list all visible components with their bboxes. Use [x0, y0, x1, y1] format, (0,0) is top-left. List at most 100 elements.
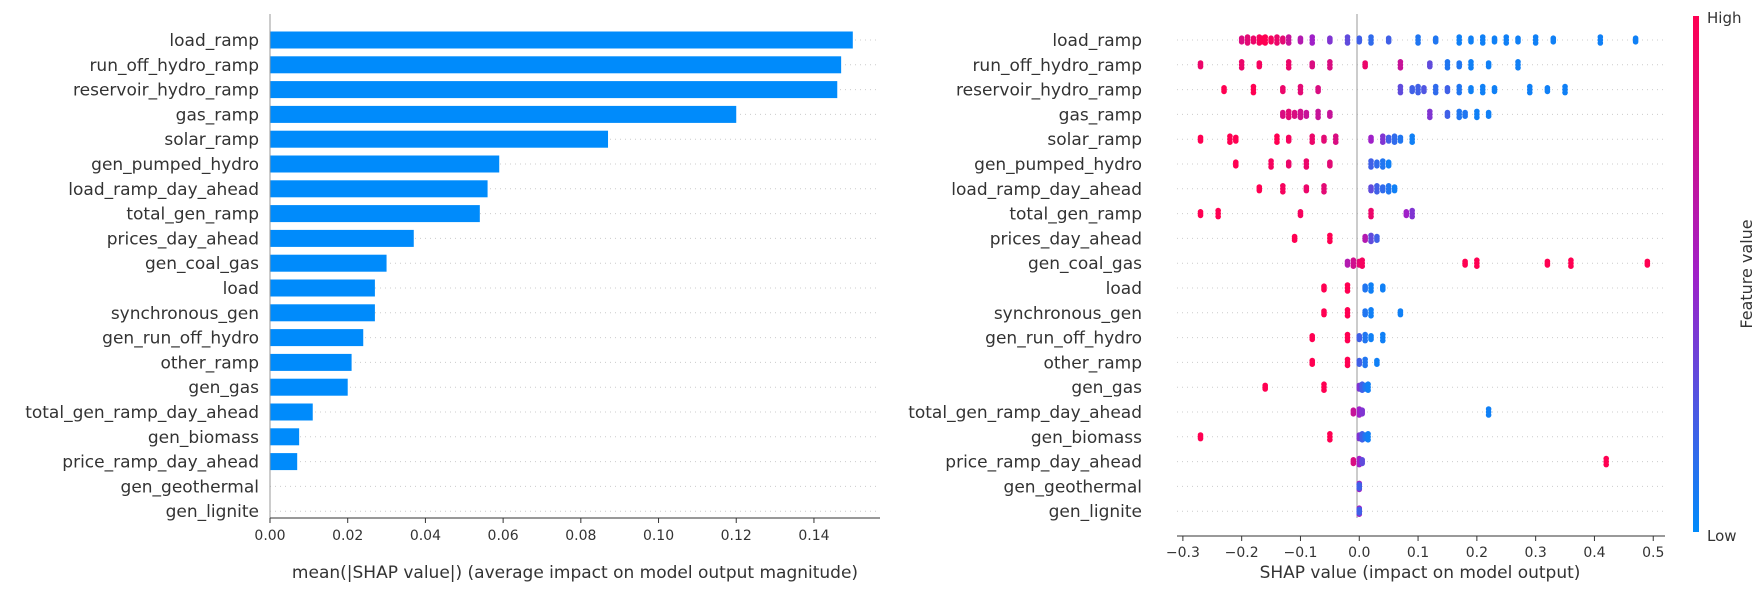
beeswarm-label-gas_ramp: gas_ramp — [1059, 105, 1142, 125]
beeswarm-label-gen_lignite: gen_lignite — [1049, 502, 1142, 522]
bar-label-gen_coal_gas: gen_coal_gas — [145, 254, 259, 274]
beeswarm-point-gas_ramp — [1291, 113, 1298, 119]
beeswarm-point-load_ramp_day_ahead — [1379, 187, 1386, 194]
beeswarm-point-load_ramp — [1368, 40, 1374, 46]
bar-load_ramp — [270, 31, 853, 49]
beeswarm-point-reservoir_hydro_ramp — [1421, 88, 1427, 95]
beeswarm-point-run_off_hydro_ramp — [1238, 65, 1245, 71]
beeswarm-point-load — [1362, 287, 1368, 293]
beeswarm-point-load_ramp — [1597, 40, 1604, 46]
beeswarm-point-gen_geothermal — [1356, 485, 1363, 492]
beeswarm-point-run_off_hydro_ramp — [1515, 65, 1521, 71]
bar-xtick-label: 0.02 — [332, 528, 363, 544]
bar-chart-x-axis-label: mean(|SHAP value|) (average impact on mo… — [292, 563, 858, 583]
beeswarm-point-price_ramp_day_ahead — [1359, 460, 1366, 467]
beeswarm-x-ticks: −0.3 −0.2 −0.1 0.0 0.1 0.2 0.3 0.4 0.5 — [1166, 536, 1664, 561]
bar-label-solar_ramp: solar_ramp — [164, 130, 259, 150]
beeswarm-point-total_gen_ramp — [1403, 212, 1410, 219]
bar-label-load: load — [223, 279, 259, 299]
beeswarm-point-gen_run_off_hydro — [1356, 336, 1363, 343]
beeswarm-point-synchronous_gen — [1397, 311, 1404, 318]
bar-label-gen_gas: gen_gas — [188, 378, 259, 398]
colorbar-low-label: Low — [1707, 527, 1737, 545]
beeswarm-point-run_off_hydro_ramp — [1468, 65, 1474, 71]
bar-gen_run_off_hydro — [270, 329, 364, 347]
beeswarm-point-gen_pumped_hydro — [1232, 163, 1239, 169]
beeswarm-point-prices_day_ahead — [1327, 238, 1333, 245]
beeswarm-point-load_ramp — [1491, 39, 1498, 45]
beeswarm-label-other_ramp: other_ramp — [1043, 353, 1142, 373]
beeswarm-point-load — [1321, 287, 1327, 293]
beeswarm-point-gen_coal_gas — [1568, 263, 1574, 270]
beeswarm-point-load_ramp — [1356, 39, 1363, 45]
beeswarm-point-gen_pumped_hydro — [1303, 164, 1310, 170]
colorbar-title: Feature value — [1737, 219, 1756, 328]
bar-label-gen_lignite: gen_lignite — [166, 502, 259, 522]
beeswarm-feature-labels: load_ramp run_off_hydro_ramp reservoir_hyd… — [908, 31, 1142, 522]
beeswarm-point-gen_gas — [1262, 386, 1268, 392]
beeswarm-xtick-label: 0.0 — [1348, 545, 1370, 561]
beeswarm-label-synchronous_gen: synchronous_gen — [994, 304, 1142, 324]
bar-prices_day_ahead — [270, 229, 414, 247]
bar-chart-x-ticks: 0.00 0.02 0.04 0.06 0.08 0.10 0.12 0.14 — [254, 518, 830, 544]
beeswarm-point-load_ramp — [1285, 40, 1292, 46]
bar-solar_ramp — [270, 130, 609, 148]
beeswarm-label-gen_geothermal: gen_geothermal — [1004, 477, 1142, 497]
bar-label-gen_pumped_hydro: gen_pumped_hydro — [91, 155, 259, 175]
beeswarm-point-run_off_hydro_ramp — [1309, 63, 1316, 70]
beeswarm-point-gen_coal_gas — [1344, 262, 1351, 268]
beeswarm-point-run_off_hydro_ramp — [1256, 63, 1263, 70]
beeswarm-point-gen_coal_gas — [1474, 263, 1480, 270]
bar-xtick-label: 0.06 — [488, 528, 519, 544]
beeswarm-point-gas_ramp — [1303, 113, 1310, 119]
beeswarm-point-solar_ramp — [1409, 139, 1415, 145]
bar-label-reservoir_hydro_ramp: reservoir_hydro_ramp — [73, 81, 259, 101]
beeswarm-x-axis-label: SHAP value (impact on model output) — [1260, 563, 1581, 583]
beeswarm-point-run_off_hydro_ramp — [1444, 65, 1451, 71]
beeswarm-point-solar_ramp — [1321, 138, 1327, 144]
bar-label-synchronous_gen: synchronous_gen — [111, 304, 259, 324]
beeswarm-point-run_off_hydro_ramp — [1197, 63, 1204, 70]
beeswarm-point-gen_biomass — [1327, 437, 1333, 443]
beeswarm-chart: load_ramp run_off_hydro_ramp reservoir_hyd… — [908, 14, 1665, 583]
beeswarm-point-gen_run_off_hydro — [1362, 337, 1368, 344]
beeswarm-point-reservoir_hydro_ramp — [1415, 89, 1421, 96]
beeswarm-point-gas_ramp — [1285, 114, 1292, 121]
beeswarm-point-total_gen_ramp_day_ahead — [1485, 412, 1492, 418]
beeswarm-point-other_ramp — [1344, 362, 1351, 369]
bar-gen_biomass — [270, 428, 300, 446]
bar-label-gen_geothermal: gen_geothermal — [121, 477, 259, 497]
beeswarm-point-load_ramp — [1327, 39, 1333, 45]
beeswarm-point-gen_run_off_hydro — [1344, 337, 1351, 344]
beeswarm-point-gen_coal_gas — [1359, 263, 1366, 270]
beeswarm-point-solar_ramp — [1227, 139, 1233, 145]
beeswarm-point-load_ramp — [1456, 40, 1463, 46]
beeswarm-point-load_ramp — [1309, 40, 1316, 46]
beeswarm-point-reservoir_hydro_ramp — [1409, 88, 1415, 95]
beeswarm-point-load_ramp_day_ahead — [1391, 187, 1398, 194]
beeswarm-point-load_ramp_day_ahead — [1321, 189, 1327, 195]
bar-label-gas_ramp: gas_ramp — [176, 105, 259, 125]
beeswarm-point-load_ramp_day_ahead — [1368, 187, 1374, 194]
bar-label-run_off_hydro_ramp: run_off_hydro_ramp — [89, 56, 259, 76]
beeswarm-point-reservoir_hydro_ramp — [1250, 89, 1257, 96]
beeswarm-label-price_ramp_day_ahead: price_ramp_day_ahead — [945, 453, 1142, 473]
bar-gen_pumped_hydro — [270, 155, 500, 173]
beeswarm-point-load_ramp_day_ahead — [1374, 189, 1380, 195]
beeswarm-point-solar_ramp — [1332, 139, 1339, 145]
beeswarm-label-run_off_hydro_ramp: run_off_hydro_ramp — [972, 56, 1142, 76]
beeswarm-point-gen_pumped_hydro — [1379, 164, 1386, 170]
beeswarm-point-gas_ramp — [1456, 114, 1463, 121]
beeswarm-point-load_ramp — [1503, 40, 1510, 46]
beeswarm-xtick-label: −0.3 — [1166, 545, 1200, 561]
beeswarm-point-load_ramp_day_ahead — [1256, 187, 1263, 194]
beeswarm-point-other_ramp — [1356, 361, 1363, 368]
bar-label-price_ramp_day_ahead: price_ramp_day_ahead — [62, 453, 259, 473]
beeswarm-point-reservoir_hydro_ramp — [1468, 88, 1474, 95]
beeswarm-xtick-label: 0.5 — [1642, 545, 1664, 561]
beeswarm-xtick-label: −0.1 — [1283, 545, 1317, 561]
beeswarm-point-reservoir_hydro_ramp — [1444, 88, 1451, 95]
bar-xtick-label: 0.00 — [254, 528, 285, 544]
bar-label-total_gen_ramp: total_gen_ramp — [126, 205, 259, 225]
